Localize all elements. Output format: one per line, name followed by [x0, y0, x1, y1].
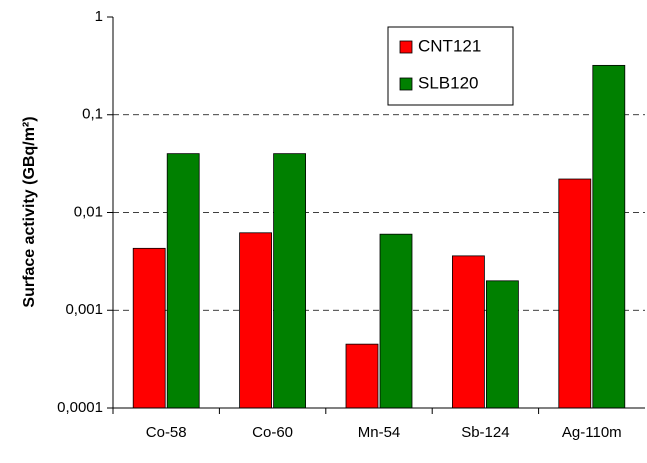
x-tick-label: Mn-54: [358, 424, 401, 441]
y-tick-label: 0,001: [65, 301, 103, 318]
bar: [485, 280, 519, 409]
x-tick-label: Co-58: [146, 424, 187, 441]
y-axis-label: Surface activity (GBq/m²): [21, 116, 38, 307]
y-tick-label: 1: [95, 8, 103, 25]
bar: [592, 64, 626, 409]
legend-label: SLB120: [418, 73, 479, 92]
bar: [239, 232, 273, 409]
bar: [166, 153, 200, 409]
bar: [132, 247, 166, 409]
y-tick-label: 0,1: [82, 106, 103, 123]
legend-label: CNT121: [418, 36, 481, 55]
legend-swatch: [399, 77, 413, 91]
bar: [379, 233, 413, 409]
y-tick-label: 0,01: [74, 203, 103, 220]
legend-box: [387, 26, 514, 106]
x-tick-label: Ag-110m: [562, 424, 622, 441]
x-tick-label: Sb-124: [461, 424, 509, 441]
y-tick-label: 0,0001: [57, 399, 103, 416]
bar: [273, 153, 307, 409]
legend-swatch: [399, 40, 413, 54]
bar: [345, 343, 379, 409]
bar: [558, 178, 592, 409]
bar: [451, 255, 485, 409]
x-tick-label: Co-60: [252, 424, 293, 441]
